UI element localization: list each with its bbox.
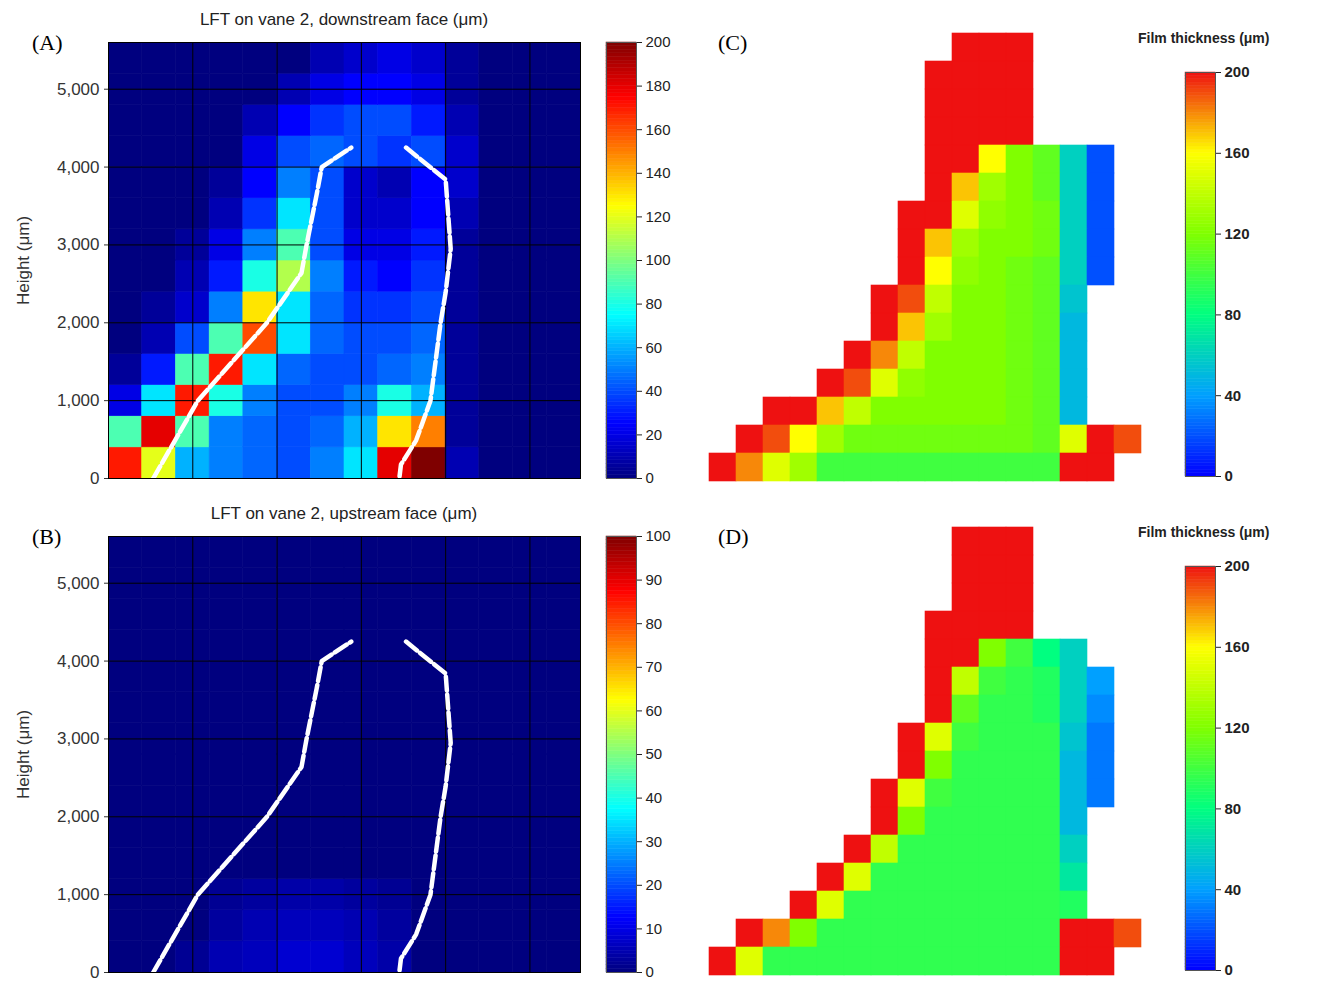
svg-text:5,000: 5,000	[57, 574, 100, 593]
svg-text:50: 50	[646, 745, 663, 762]
svg-text:40: 40	[646, 789, 663, 806]
svg-text:80: 80	[1225, 306, 1242, 323]
svg-text:140: 140	[646, 164, 671, 181]
svg-text:0: 0	[646, 963, 654, 980]
html-text:(C): (C)	[718, 30, 748, 55]
svg-text:Height (μm): Height (μm)	[14, 710, 33, 799]
svg-text:3,000: 3,000	[57, 235, 100, 254]
svg-text:5,000: 5,000	[57, 80, 100, 99]
svg-text:200: 200	[646, 33, 671, 50]
svg-text:160: 160	[1225, 638, 1250, 655]
svg-text:2,000: 2,000	[57, 313, 100, 332]
svg-text:1,000: 1,000	[57, 391, 100, 410]
svg-text:Height (μm): Height (μm)	[14, 216, 33, 305]
svg-text:4,000: 4,000	[57, 158, 100, 177]
svg-text:180: 180	[646, 77, 671, 94]
svg-text:120: 120	[1225, 719, 1250, 736]
svg-text:10: 10	[646, 920, 663, 937]
svg-text:160: 160	[646, 121, 671, 138]
svg-text:0: 0	[1225, 467, 1233, 484]
svg-text:100: 100	[646, 527, 671, 544]
svg-text:0: 0	[646, 469, 654, 486]
svg-text:90: 90	[646, 571, 663, 588]
svg-text:0: 0	[90, 963, 99, 982]
svg-text:20: 20	[646, 426, 663, 443]
svg-text:20: 20	[646, 876, 663, 893]
svg-text:80: 80	[1225, 800, 1242, 817]
html-text:(A): (A)	[32, 30, 63, 55]
svg-text:80: 80	[646, 615, 663, 632]
html-text:(D): (D)	[718, 524, 749, 549]
svg-text:200: 200	[1225, 63, 1250, 80]
svg-text:0: 0	[90, 469, 99, 488]
svg-text:160: 160	[1225, 144, 1250, 161]
svg-text:4,000: 4,000	[57, 652, 100, 671]
svg-text:80: 80	[646, 295, 663, 312]
svg-text:0: 0	[1225, 961, 1233, 978]
svg-text:40: 40	[1225, 387, 1242, 404]
svg-text:70: 70	[646, 658, 663, 675]
svg-text:120: 120	[646, 208, 671, 225]
html-text:(B): (B)	[32, 524, 62, 549]
svg-text:60: 60	[646, 339, 663, 356]
svg-text:3,000: 3,000	[57, 729, 100, 748]
html-text:Film thickness (μm): Film thickness (μm)	[1138, 524, 1270, 540]
html-text:Film thickness (μm): Film thickness (μm)	[1138, 30, 1270, 46]
svg-text:1,000: 1,000	[57, 885, 100, 904]
svg-text:200: 200	[1225, 557, 1250, 574]
svg-text:2,000: 2,000	[57, 807, 100, 826]
svg-text:30: 30	[646, 833, 663, 850]
svg-text:60: 60	[646, 702, 663, 719]
html-text:LFT on vane 2, upstream face (: LFT on vane 2, upstream face (μm)	[210, 504, 478, 523]
html-text:LFT on vane 2, downstream face: LFT on vane 2, downstream face (μm)	[199, 10, 489, 29]
svg-text:120: 120	[1225, 225, 1250, 242]
svg-text:40: 40	[646, 382, 663, 399]
svg-text:40: 40	[1225, 881, 1242, 898]
svg-text:100: 100	[646, 251, 671, 268]
